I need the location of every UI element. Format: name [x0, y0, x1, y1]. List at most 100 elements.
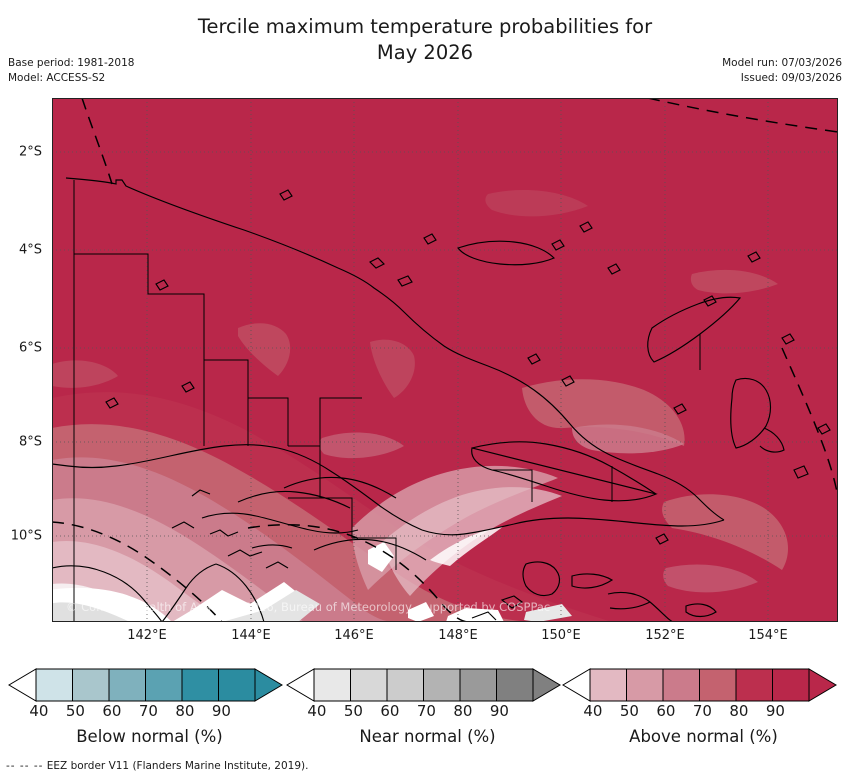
x-tick-156e: 156°E	[832, 628, 850, 643]
near-normal-segment-4	[459, 668, 497, 702]
above-normal-tick-80: 80	[729, 702, 749, 720]
grey-wedge-south	[222, 590, 320, 622]
below-normal-segment-0	[35, 668, 73, 702]
map-credit-text: © Commonwealth of Australia 2026, Bureau…	[66, 600, 551, 614]
y-tick-4s: 4°S	[18, 242, 42, 258]
highland-white-core	[430, 526, 504, 566]
near-normal-segment-0	[313, 668, 351, 702]
lobe-nw-2	[370, 339, 415, 398]
below-normal-segment-5	[218, 668, 256, 702]
near-normal-segment-5	[496, 668, 534, 702]
map-panel: © Commonwealth of Australia 2026, Bureau…	[11, 98, 838, 643]
below-normal-swatches	[8, 668, 283, 702]
below-normal-ticks: 40 50 60 70 80 90	[8, 702, 291, 724]
near-normal-white-halo	[52, 587, 172, 622]
lobe-central	[319, 432, 404, 459]
eez-border-layer	[52, 98, 838, 622]
colorbar-above-normal: 40 50 60 70 80 90 Above normal (%)	[562, 668, 845, 746]
issued-text: Issued: 09/03/2026	[740, 71, 842, 84]
lobe-ne	[690, 269, 778, 294]
lobe-se	[663, 564, 758, 593]
below-normal-over-arrow	[254, 668, 283, 702]
above-normal-under-arrow	[562, 668, 591, 702]
below-normal-under-arrow	[8, 668, 37, 702]
near-normal-ticks: 40 50 60 70 80 90	[286, 702, 569, 724]
colorbar-near-normal: 40 50 60 70 80 90 Near normal (%)	[286, 668, 569, 746]
x-tick-148e: 148°E	[438, 628, 478, 643]
near-normal-tick-50: 50	[343, 702, 363, 720]
below-normal-tick-50: 50	[65, 702, 85, 720]
above-normal-tick-60: 60	[656, 702, 676, 720]
above-normal-tick-90: 90	[765, 702, 785, 720]
lobe-east-2	[572, 424, 684, 454]
grey-patch-se	[524, 604, 572, 622]
white-patch-c	[446, 608, 504, 622]
below-normal-tick-60: 60	[102, 702, 122, 720]
lobe-west	[52, 360, 118, 388]
above-normal-tick-70: 70	[692, 702, 712, 720]
administrative-boundary-layer	[73, 180, 701, 622]
page-title: Tercile maximum temperature probabilitie…	[0, 14, 850, 66]
near-normal-label: Near normal (%)	[359, 727, 496, 746]
x-tick-150e: 150°E	[541, 628, 581, 643]
above-normal-segment-0	[589, 668, 627, 702]
x-tick-142e: 142°E	[127, 628, 167, 643]
metadata-left: Base period: 1981-2018 Model: ACCESS-S2	[8, 56, 134, 85]
below-normal-segment-2	[108, 668, 146, 702]
near-normal-segment-3	[423, 668, 461, 702]
above-normal-label: Above normal (%)	[629, 727, 778, 746]
x-tick-152e: 152°E	[645, 628, 685, 643]
eez-dash-sample: -- -- --	[6, 760, 44, 772]
lobe-n	[485, 190, 588, 217]
y-tick-10s: 10°S	[10, 528, 42, 544]
y-tick-6s: 6°S	[18, 340, 42, 356]
lobe-nw-1	[238, 323, 291, 376]
near-normal-tick-80: 80	[453, 702, 473, 720]
near-normal-segment-1	[350, 668, 388, 702]
probability-contour-layer	[52, 98, 838, 622]
model-text: Model: ACCESS-S2	[8, 71, 106, 84]
above-normal-tick-40: 40	[583, 702, 603, 720]
near-normal-tick-70: 70	[416, 702, 436, 720]
below-normal-tick-80: 80	[175, 702, 195, 720]
above-normal-segment-2	[662, 668, 700, 702]
colorbar-below-normal: 40 50 60 70 80 90 Below normal (%)	[8, 668, 291, 746]
x-tick-146e: 146°E	[334, 628, 374, 643]
map-canvas: © Commonwealth of Australia 2026, Bureau…	[52, 98, 838, 622]
below-normal-segment-1	[72, 668, 110, 702]
title-line-1: Tercile maximum temperature probabilitie…	[197, 15, 653, 38]
highland-plume-inner	[382, 487, 562, 596]
above-normal-segment-5	[772, 668, 810, 702]
metadata-right: Model run: 07/03/2026 Issued: 09/03/2026	[722, 56, 842, 85]
x-tick-154e: 154°E	[748, 628, 788, 643]
footer-note: -- -- -- EEZ border V11 (Flanders Marine…	[6, 760, 308, 772]
lobe-east-3	[662, 494, 788, 570]
y-tick-2s: 2°S	[18, 144, 42, 160]
y-tick-8s: 8°S	[18, 434, 42, 450]
above-normal-tick-50: 50	[619, 702, 639, 720]
above-normal-over-arrow	[808, 668, 837, 702]
above-normal-segment-4	[735, 668, 773, 702]
near-normal-grey-region	[52, 597, 262, 622]
near-normal-under-arrow	[286, 668, 315, 702]
near-normal-tick-60: 60	[380, 702, 400, 720]
near-normal-tick-40: 40	[307, 702, 327, 720]
base-period-text: Base period: 1981-2018	[8, 57, 135, 69]
above-normal-swatches	[562, 668, 837, 702]
below-normal-tick-90: 90	[211, 702, 231, 720]
x-tick-144e: 144°E	[231, 628, 271, 643]
model-run-text: Model run: 07/03/2026	[722, 57, 842, 69]
below-normal-tick-70: 70	[138, 702, 158, 720]
below-normal-label: Below normal (%)	[76, 727, 223, 746]
below-normal-tick-40: 40	[29, 702, 49, 720]
below-normal-segment-4	[181, 668, 219, 702]
near-normal-over-arrow	[532, 668, 561, 702]
below-normal-segment-3	[145, 668, 183, 702]
above-normal-ticks: 40 50 60 70 80 90	[562, 702, 845, 724]
white-patch-b	[408, 602, 434, 622]
eez-footer-text: EEZ border V11 (Flanders Marine Institut…	[46, 760, 309, 772]
above-normal-segment-3	[699, 668, 737, 702]
above-normal-segment-1	[626, 668, 664, 702]
white-patch-a	[368, 542, 394, 572]
title-line-2: May 2026	[376, 41, 474, 64]
